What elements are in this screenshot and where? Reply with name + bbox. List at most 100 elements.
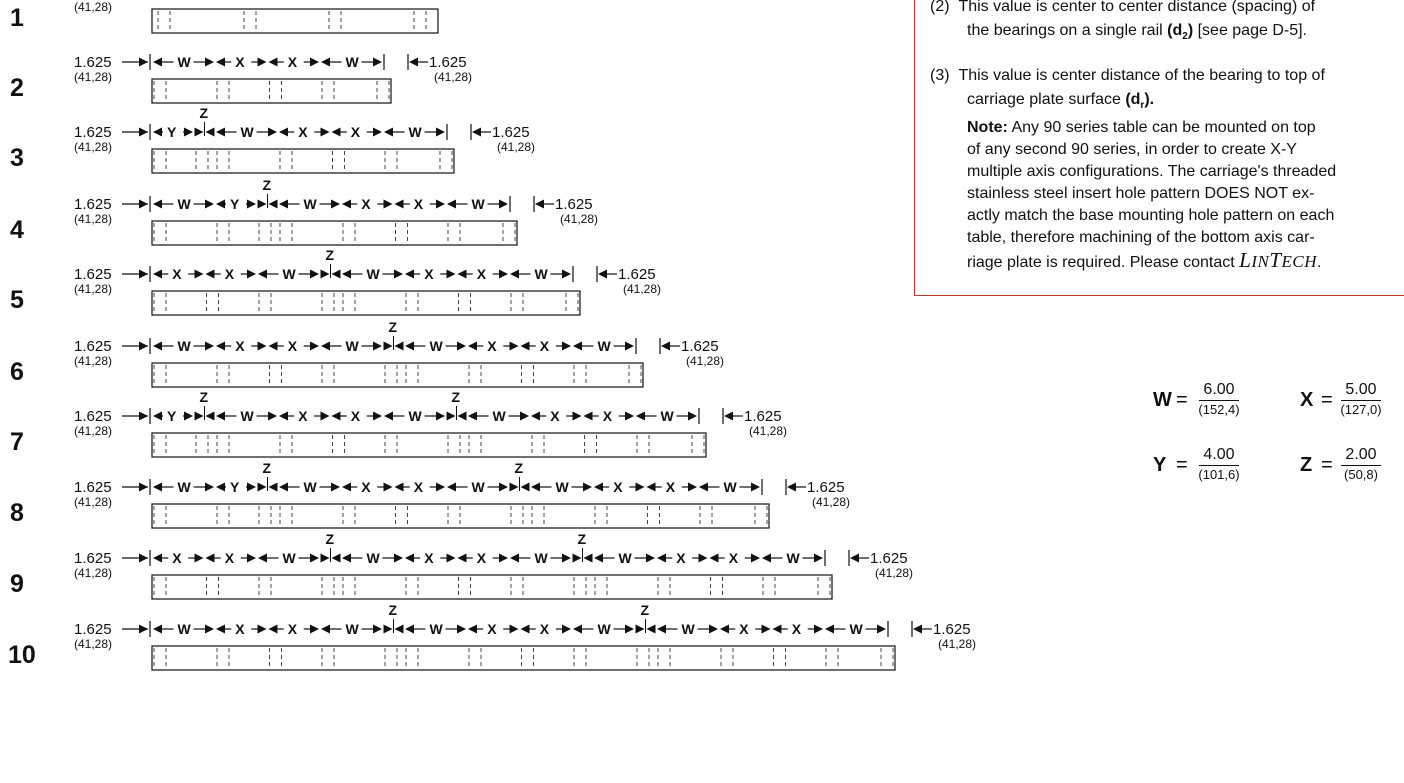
arrow-head: [268, 57, 278, 67]
arrow-head: [520, 482, 530, 492]
arrow-head: [446, 553, 456, 563]
section-x: X: [468, 621, 519, 637]
arrow-head: [594, 553, 603, 563]
arrow-head: [457, 269, 467, 279]
arrow-head: [447, 482, 456, 492]
section-label: Z: [578, 531, 587, 547]
arrow-head: [583, 482, 592, 492]
arrow-head: [394, 624, 404, 634]
section-x: X: [457, 266, 508, 282]
note-2: (2) This value is center to center dista…: [930, 0, 1316, 15]
notes-box: [914, 0, 1404, 296]
legend-z-inch: 2.00: [1345, 446, 1377, 463]
section-x: X: [657, 550, 708, 566]
section-w: W: [447, 479, 508, 495]
arrow-head: [646, 624, 656, 634]
arrow-head: [268, 341, 278, 351]
arrow-head: [573, 624, 582, 634]
arrow-head: [310, 624, 319, 634]
left-end-dim: 1.625: [74, 621, 112, 638]
section-y: Y: [216, 196, 256, 212]
section-label: X: [477, 550, 487, 566]
legend-x-inch: 5.00: [1345, 381, 1377, 398]
carriage-plate: [151, 8, 439, 34]
section-label: W: [304, 479, 318, 495]
section-w: W: [405, 338, 466, 354]
right-end-dim: 1.625: [933, 621, 971, 638]
arrow-head: [216, 411, 225, 421]
section-label: X: [288, 338, 298, 354]
carriage-plate: [151, 574, 833, 600]
arrow-head: [139, 482, 148, 492]
section-label: W: [598, 621, 612, 637]
arrow-head: [509, 482, 519, 492]
left-end-dim: 1.625: [74, 124, 112, 141]
arrow-head: [257, 341, 267, 351]
section-x: X: [216, 54, 267, 70]
lintech-brand: LINTECH: [1239, 248, 1318, 272]
section-w: W: [573, 338, 634, 354]
arrow-head: [342, 482, 351, 492]
section-label: W: [346, 621, 360, 637]
section-z: Z: [383, 602, 404, 634]
arrow-head: [688, 411, 697, 421]
section-label: W: [178, 54, 192, 70]
left-end-dim-mm: (41,28): [74, 424, 112, 438]
arrow-head: [646, 553, 655, 563]
arrow-head: [342, 553, 351, 563]
section-label: W: [346, 338, 360, 354]
section-w: W: [762, 550, 823, 566]
configuration-row-4: 41.625(41,28)W YZW X X W 1.625(41,28): [10, 177, 598, 246]
right-end-dim: 1.625: [618, 266, 656, 283]
legend-z-key: Z: [1300, 454, 1313, 476]
arrow-head: [510, 553, 519, 563]
section-w: W: [258, 266, 319, 282]
arrow-head: [139, 624, 148, 634]
section-w: W: [510, 266, 571, 282]
section-label: W: [430, 621, 444, 637]
section-label: X: [351, 124, 361, 140]
arrow-head: [321, 624, 330, 634]
arrow-head: [383, 624, 393, 634]
arrow-head: [751, 553, 760, 563]
left-end-dim-mm: (41,28): [74, 212, 112, 226]
arrow-head: [216, 482, 225, 492]
arrow-head: [409, 57, 418, 67]
section-label: X: [235, 621, 245, 637]
carriage-plate: [151, 503, 770, 529]
section-label: X: [172, 266, 182, 282]
general-note: Note: Any 90 series table can be mounted…: [967, 119, 1337, 272]
left-end-dim: 1.625: [74, 338, 112, 355]
legend-x-eq: =: [1321, 389, 1333, 411]
right-end-dim: 1.625: [870, 550, 908, 567]
section-w: W: [447, 196, 508, 212]
section-label: Z: [200, 389, 209, 405]
arrow-head: [139, 199, 148, 209]
arrow-head: [258, 553, 267, 563]
section-x: X: [268, 54, 319, 70]
arrow-head: [321, 57, 330, 67]
right-end-dim: 1.625: [555, 196, 593, 213]
arrow-head: [509, 341, 519, 351]
arrow-head: [194, 553, 204, 563]
note-3: (3) This value is center distance of the…: [930, 67, 1325, 84]
arrow-head: [472, 127, 481, 137]
arrow-head: [139, 553, 148, 563]
arrow-head: [457, 553, 467, 563]
right-end-dim-mm: (41,28): [560, 212, 598, 226]
section-label: X: [361, 479, 371, 495]
arrow-head: [384, 411, 393, 421]
section-label: Z: [389, 602, 398, 618]
arrow-head: [310, 57, 319, 67]
row-number: 10: [8, 641, 36, 669]
section-label: W: [535, 550, 549, 566]
section-label: W: [346, 54, 360, 70]
arrow-head: [436, 411, 445, 421]
left-end-dim: 1.625: [74, 196, 112, 213]
section-x: X: [772, 621, 823, 637]
arrow-head: [436, 199, 445, 209]
section-w: W: [321, 54, 382, 70]
arrow-head: [625, 341, 634, 351]
row-number: 5: [10, 286, 24, 314]
